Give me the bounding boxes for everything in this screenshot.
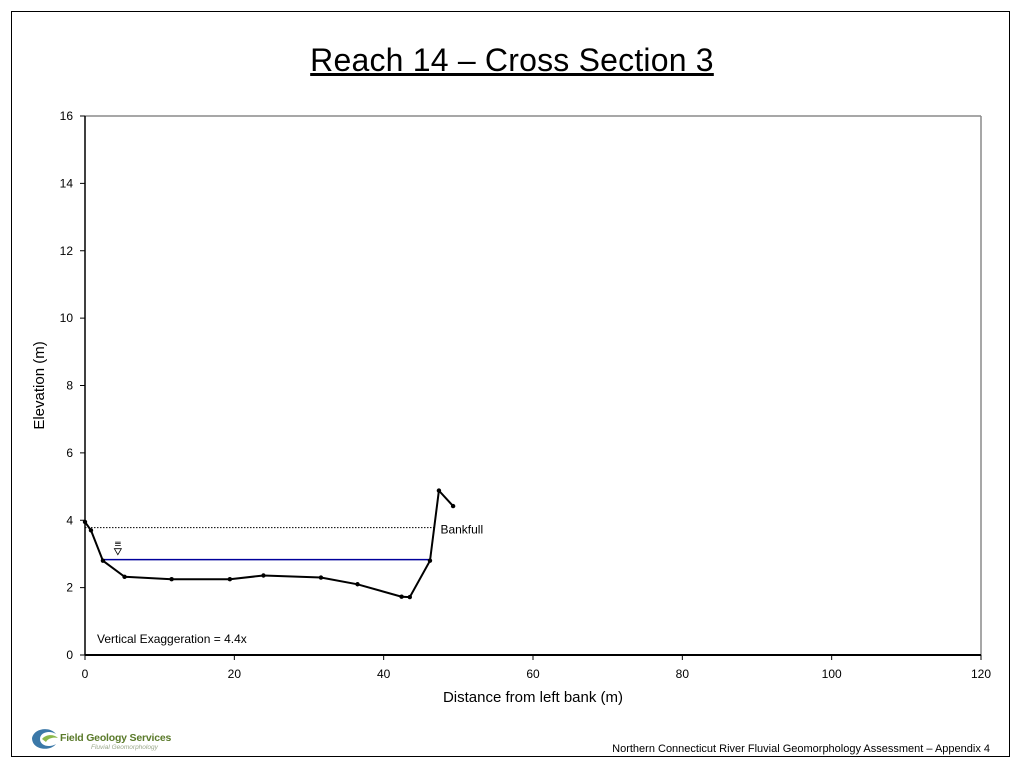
bankfull-label: Bankfull [440,523,483,537]
survey-point [318,575,324,580]
survey-point [122,574,127,580]
x-tick-label: 20 [228,667,242,681]
survey-point [261,573,266,578]
y-tick-label: 10 [60,311,74,325]
y-tick-label: 2 [66,581,73,595]
x-axis-label: Distance from left bank (m) [443,689,623,706]
x-tick-label: 40 [377,667,391,681]
y-tick-label: 12 [60,244,74,258]
survey-point [88,528,94,533]
y-tick-label: 0 [66,648,73,662]
y-tick-label: 16 [60,109,74,123]
y-tick-label: 4 [66,513,73,527]
x-tick-label: 0 [82,667,89,681]
y-tick-label: 6 [66,446,73,460]
survey-point [427,558,433,563]
vertical-exaggeration-note: Vertical Exaggeration = 4.4x [97,632,247,646]
survey-point [82,519,88,525]
cross-section-line [84,488,454,599]
y-axis-label: Elevation (m) [31,341,48,429]
y-tick-label: 14 [60,176,74,190]
survey-point [450,503,456,509]
x-tick-label: 100 [822,667,842,681]
survey-point [399,594,404,599]
x-tick-label: 120 [971,667,991,681]
survey-point [100,558,106,563]
slide-frame [11,11,1010,757]
survey-point [227,577,233,582]
x-tick-label: 80 [676,667,690,681]
logo-tagline: Fluvial Geomorphology [91,744,158,751]
chart-title: Reach 14 – Cross Section 3 [310,42,714,78]
water-surface-lines-icon: ≡ [114,540,122,550]
chart-marks: ≡ [82,488,456,600]
logo-name: Field Geology Services [60,732,172,744]
survey-point [355,582,360,587]
footer-text: Northern Connecticut River Fluvial Geomo… [612,743,990,755]
survey-point [436,488,442,493]
plot-axes: 0 2 4 6 8 10 12 14 16 0 20 40 60 80 100 120 [60,109,992,681]
x-tick-label: 60 [526,667,540,681]
y-tick-label: 8 [66,379,73,393]
survey-point [407,594,412,600]
fgs-swoosh-logo-icon [32,729,58,749]
water-surface-triangle-icon [113,548,123,556]
survey-point [169,577,174,582]
